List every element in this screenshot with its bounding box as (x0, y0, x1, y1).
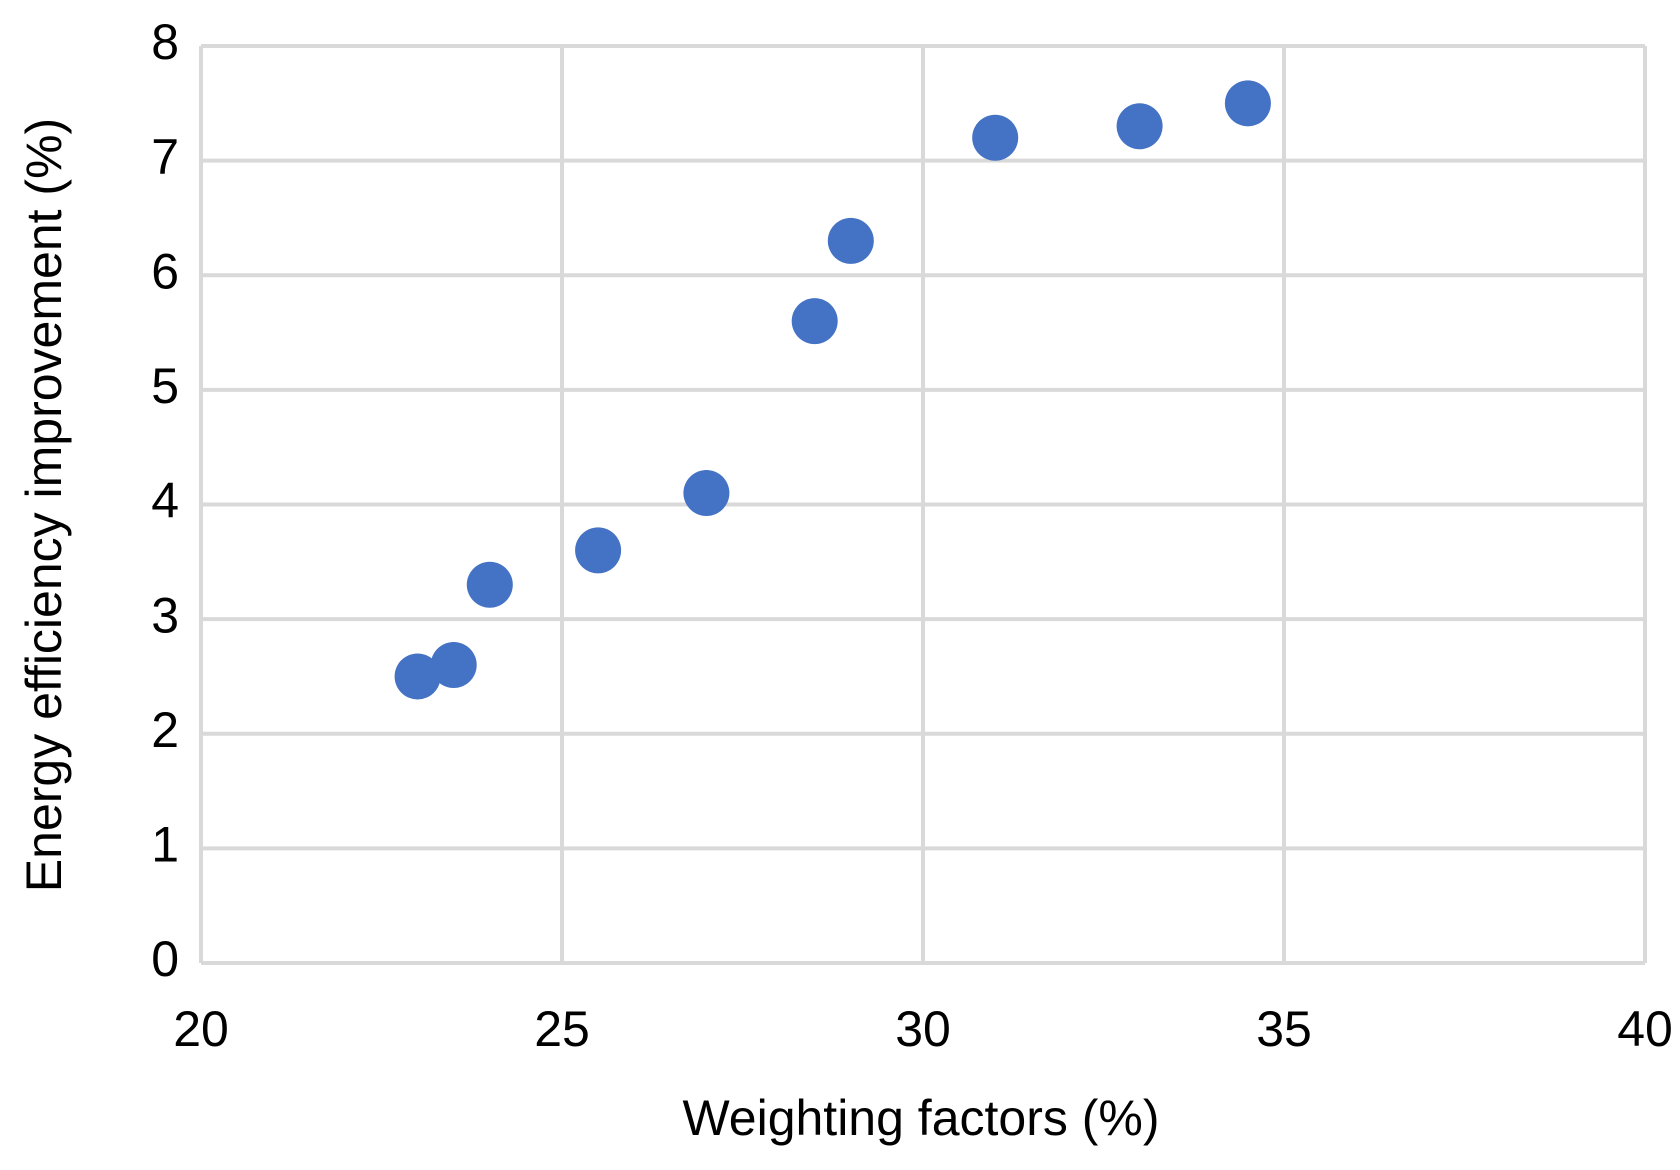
x-tick-label: 20 (173, 1001, 229, 1057)
point (827, 217, 874, 264)
y-tick-label: 8 (151, 14, 179, 70)
point (683, 470, 730, 517)
point (575, 527, 622, 574)
point (1224, 80, 1271, 127)
point (430, 641, 477, 688)
point (466, 561, 513, 608)
x-tick-label: 35 (1256, 1001, 1312, 1057)
x-tick-label: 25 (534, 1001, 590, 1057)
x-tick-label: 40 (1617, 1001, 1673, 1057)
point (972, 114, 1019, 161)
point (394, 653, 441, 700)
y-tick-label: 5 (151, 358, 179, 414)
y-tick-label: 6 (151, 243, 179, 299)
x-tick-label: 30 (895, 1001, 951, 1057)
x-axis-title: Weighting factors (%) (682, 1090, 1159, 1146)
point (791, 298, 838, 345)
y-tick-label: 4 (151, 473, 179, 529)
y-tick-label: 1 (151, 817, 179, 873)
y-tick-label: 7 (151, 129, 179, 185)
point (1116, 103, 1163, 150)
y-tick-label: 0 (151, 931, 179, 987)
y-axis-title: Energy efficiency improvement (%) (16, 118, 72, 892)
y-tick-label: 2 (151, 702, 179, 758)
y-tick-label: 3 (151, 587, 179, 643)
